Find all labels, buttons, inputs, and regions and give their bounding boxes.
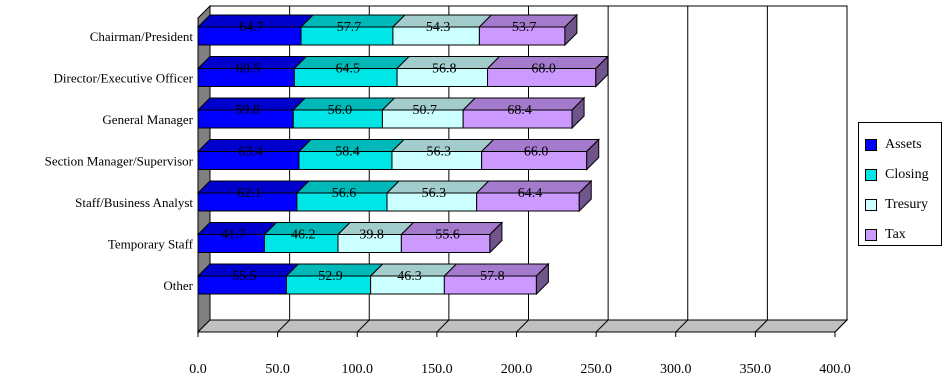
data-label: 64.5 [335,62,360,77]
data-label: 41.7 [221,228,246,243]
category-label: Section Manager/Supervisor [45,154,194,169]
data-label: 50.7 [413,103,438,118]
data-label: 68.4 [507,103,532,118]
category-label: Director/Executive Officer [54,71,194,86]
data-label: 56.3 [422,186,447,201]
data-label: 63.4 [238,145,263,160]
legend-item-tax: Tax [865,227,906,243]
data-label: 53.7 [512,20,537,35]
data-label: 57.8 [480,269,505,284]
gridline-floor [595,319,609,333]
data-label: 64.4 [518,186,543,201]
category-label: Staff/Business Analyst [75,195,193,210]
data-label: 52.9 [318,269,343,284]
data-label: 60.5 [236,62,261,77]
data-label: 56.3 [427,145,452,160]
data-label: 66.0 [524,145,549,160]
data-label: 46.2 [291,228,316,243]
bar-tax-general-manager-side [571,96,585,130]
bar-tax-director-executive-officer-side [595,55,609,88]
gridline-floor [755,319,768,333]
category-label: Chairman/President [90,29,194,44]
gridline-floor [834,319,848,333]
bar-tax-staff-business-analyst-side [578,179,592,213]
x-tick-label: 0.0 [189,362,207,377]
data-label: 39.8 [359,228,384,243]
data-label: 56.8 [432,62,457,77]
category-label: Other [163,278,193,293]
category-label: General Manager [102,112,193,127]
data-label: 57.7 [337,20,362,35]
category-label: Temporary Staff [108,237,194,252]
legend-item-assets: Assets [865,137,922,153]
gridline-floor [277,319,290,333]
data-label: 59.8 [235,103,260,118]
data-label: 68.0 [531,62,556,77]
x-tick-label: 200.0 [501,362,533,377]
legend-swatch-closing [865,169,877,181]
gridline-floor [356,319,370,333]
legend-label-closing: Closing [885,167,929,182]
x-tick-label: 150.0 [421,362,453,377]
data-label: 46.3 [397,269,422,284]
data-label: 58.4 [335,145,360,160]
bar-tax-section-manager-supervisor-side [586,138,600,171]
x-tick-label: 400.0 [819,362,851,377]
data-label: 56.6 [332,186,357,201]
legend-label-tax: Tax [885,227,906,242]
bar-tax-temporary-staff-side [489,221,503,254]
legend-item-tresury: Tresury [865,197,928,213]
gridline-floor [516,319,529,333]
data-label: 56.0 [328,103,353,118]
gridline-floor [675,319,689,333]
bar-tax-other-side [535,262,549,296]
legend-swatch-tresury [865,199,877,211]
x-tick-label: 300.0 [660,362,692,377]
legend-item-closing: Closing [865,167,929,183]
legend-label-assets: Assets [885,137,922,152]
x-tick-label: 50.0 [265,362,290,377]
x-tick-label: 250.0 [580,362,612,377]
legend-swatch-tax [865,229,877,241]
data-label: 55.6 [435,228,460,243]
gridline-floor [436,319,450,333]
bar-tax-chairman-president-side [564,13,578,47]
legend-label-tresury: Tresury [885,197,929,212]
data-label: 55.5 [232,269,257,284]
data-label: 62.1 [237,186,262,201]
data-label: 54.3 [426,20,451,35]
legend-swatch-assets [865,139,877,151]
legend: Assets Closing Tresury Tax [858,122,942,246]
x-tick-label: 350.0 [740,362,772,377]
x-tick-label: 100.0 [342,362,374,377]
data-label: 64.7 [239,20,264,35]
